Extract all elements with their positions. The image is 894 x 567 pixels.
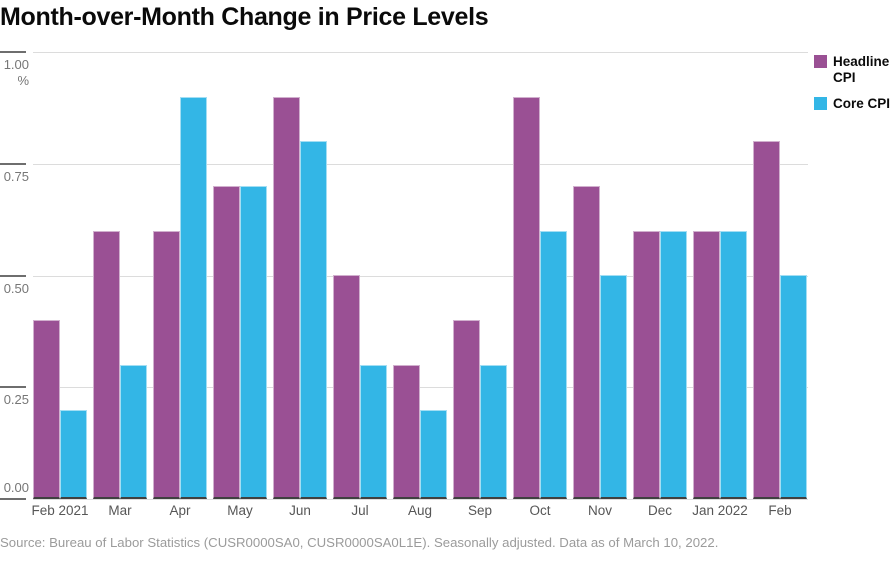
headline-cpi-bar: [453, 320, 480, 499]
y-axis-label: 0.75: [3, 169, 29, 184]
x-axis-label: Jan 2022: [692, 503, 748, 518]
x-axis-label: Dec: [647, 503, 673, 518]
bar-group: [93, 52, 147, 499]
y-axis: 1.00% 0.75 0.50 0.25 0.00: [0, 51, 30, 522]
headline-cpi-bar: [333, 275, 360, 499]
legend-item: Core CPI: [814, 96, 894, 112]
gridline: [33, 52, 808, 53]
x-axis-label: Aug: [407, 503, 433, 518]
core-cpi-bar: [180, 97, 207, 499]
core-cpi-bar: [720, 231, 747, 499]
legend-label: Core CPI: [833, 95, 891, 111]
headline-cpi-bar: [153, 231, 180, 499]
core-cpi-bar: [540, 231, 567, 499]
y-axis-label: 1.00: [3, 57, 29, 72]
gridline: [33, 164, 808, 165]
headline-cpi-bar: [573, 186, 600, 499]
headline-cpi-bar: [693, 231, 720, 499]
headline-cpi-bar: [633, 231, 660, 499]
y-axis-tick: [0, 386, 26, 388]
core-cpi-swatch-icon: [814, 96, 827, 110]
headline-cpi-bar: [33, 320, 60, 499]
source-note: Source: Bureau of Labor Statistics (CUSR…: [0, 535, 719, 550]
x-axis-label: Oct: [529, 503, 551, 518]
headline-cpi-swatch-icon: [814, 55, 827, 68]
x-axis-label: Feb 2021: [31, 503, 89, 518]
core-cpi-bar: [240, 186, 267, 499]
x-axis-label: Sep: [467, 503, 493, 518]
headline-cpi-bar: [393, 365, 420, 499]
gridline: [33, 276, 808, 277]
bar-group: [33, 52, 87, 499]
x-axis-label: Apr: [169, 503, 191, 518]
bar-group: [213, 52, 267, 499]
y-axis-label: 0.50: [3, 281, 29, 296]
y-axis-tick: [0, 275, 26, 277]
headline-cpi-bar: [213, 186, 240, 499]
bar-group: [573, 52, 627, 499]
y-axis-unit-label: %: [17, 73, 29, 88]
headline-cpi-bar: [273, 97, 300, 499]
core-cpi-bar: [660, 231, 687, 499]
core-cpi-bar: [120, 365, 147, 499]
x-axis-label: May: [227, 503, 253, 518]
x-axis-label: Jun: [289, 503, 311, 518]
core-cpi-bar: [60, 410, 87, 499]
gridline: [33, 387, 808, 388]
x-axis-label: Mar: [108, 503, 132, 518]
bar-group: [753, 52, 807, 499]
x-axis-label: Jul: [351, 503, 369, 518]
bar-group: [633, 52, 687, 499]
x-axis-label: Feb: [768, 503, 792, 518]
legend: Headline CPI Core CPI: [814, 54, 894, 112]
bar-group: [393, 52, 447, 499]
core-cpi-bar: [420, 410, 447, 499]
bar-group: [273, 52, 327, 499]
core-cpi-bar: [300, 141, 327, 499]
y-axis-label: 0.25: [3, 392, 29, 407]
x-axis-label: Nov: [587, 503, 613, 518]
gridline: [33, 499, 808, 500]
y-axis-tick: [0, 51, 26, 53]
core-cpi-bar: [780, 275, 807, 499]
legend-label: Headline CPI: [833, 54, 890, 85]
headline-cpi-bar: [753, 141, 780, 499]
y-axis-label: 0.00: [3, 480, 29, 495]
core-cpi-bar: [600, 275, 627, 499]
plot-area: Feb 2021 Mar Apr May Jun Jul Aug Sep Oct Nov Dec Ja…: [31, 52, 808, 518]
core-cpi-bar: [480, 365, 507, 499]
legend-item: Headline CPI: [814, 54, 894, 86]
bar-group: [453, 52, 507, 499]
bar-group: [693, 52, 747, 499]
bar-group: [333, 52, 387, 499]
bar-group: [513, 52, 567, 499]
core-cpi-bar: [360, 365, 387, 499]
bar-group: [153, 52, 207, 499]
headline-cpi-bar: [513, 97, 540, 499]
headline-cpi-bar: [93, 231, 120, 499]
chart-title: Month-over-Month Change in Price Levels: [0, 3, 489, 31]
y-axis-tick: [0, 498, 26, 500]
y-axis-tick: [0, 163, 26, 165]
